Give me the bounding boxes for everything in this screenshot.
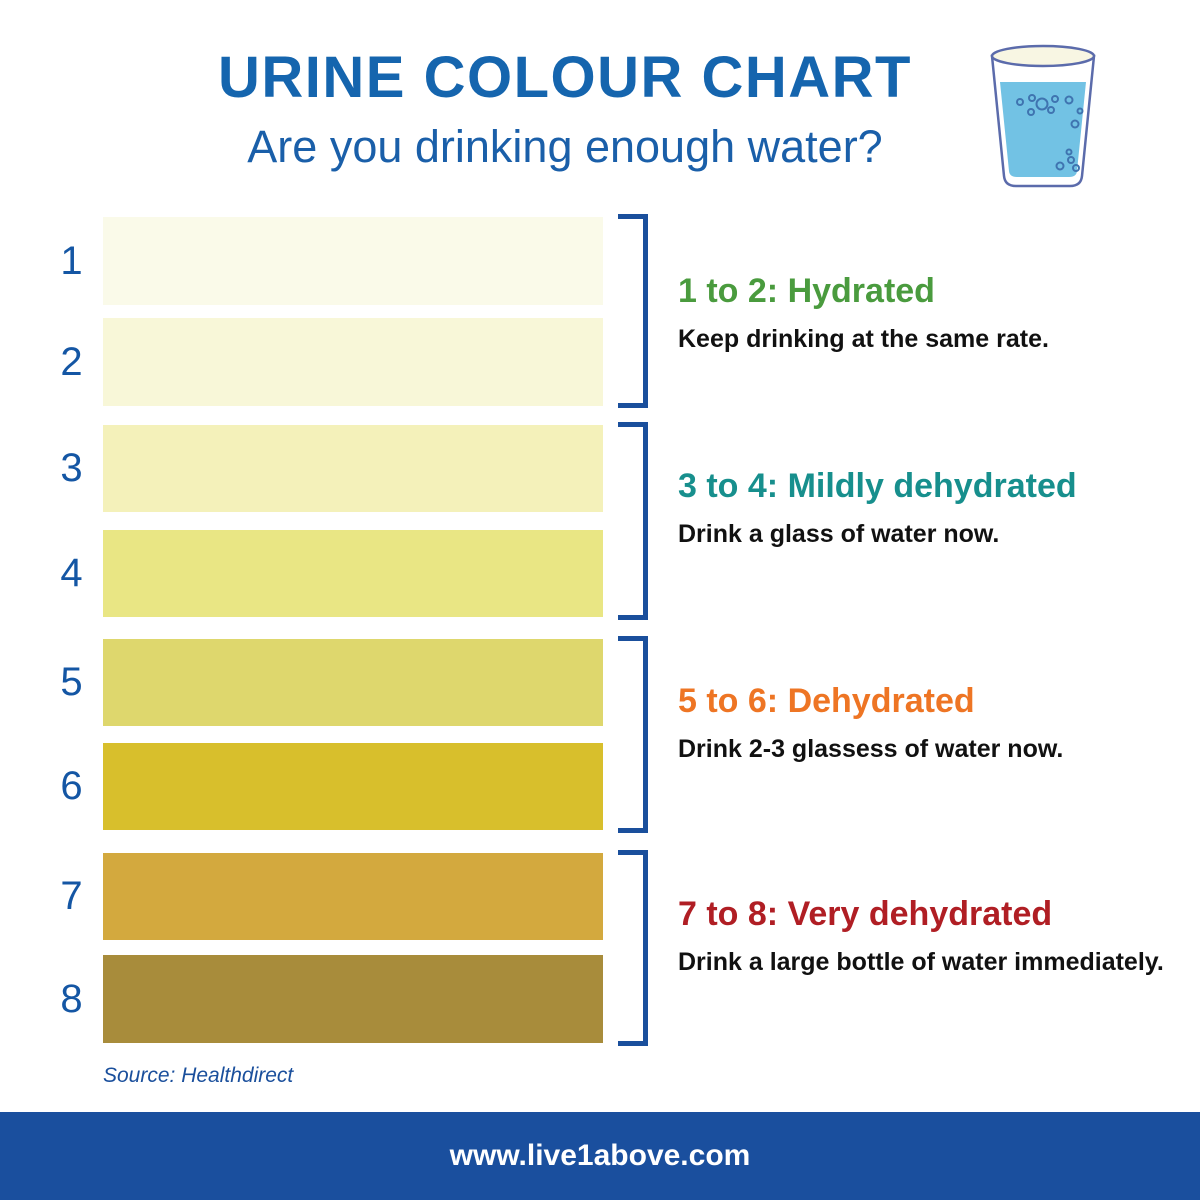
source-attribution: Source: Healthdirect: [103, 1064, 294, 1087]
swatch-number: 2: [60, 339, 83, 384]
header: URINE COLOUR CHART Are you drinking enou…: [0, 44, 1130, 173]
group-mildly-dehydrated: 3 to 4: Mildly dehydrated Drink a glass …: [678, 467, 1168, 552]
swatch-row-1: 1: [40, 217, 605, 305]
swatch-row-5: 5: [40, 639, 605, 726]
swatch-row-2: 2: [40, 318, 605, 406]
swatch-row-4: 4: [40, 530, 605, 617]
bracket-7-8: [618, 850, 648, 1046]
footer-url: www.live1above.com: [449, 1139, 751, 1172]
footer-bar: www.live1above.com: [0, 1112, 1200, 1200]
group-dehydrated: 5 to 6: Dehydrated Drink 2-3 glassess of…: [678, 682, 1168, 767]
urine-colour-swatch-5: [103, 639, 603, 726]
group-body: Drink a large bottle of water immediatel…: [678, 948, 1164, 976]
group-body: Drink 2-3 glassess of water now.: [678, 735, 1064, 763]
group-very-dehydrated: 7 to 8: Very dehydrated Drink a large bo…: [678, 895, 1168, 980]
group-hydrated: 1 to 2: Hydrated Keep drinking at the sa…: [678, 272, 1168, 357]
group-heading: 3 to 4: Mildly dehydrated: [678, 467, 1077, 505]
swatch-number: 5: [60, 660, 83, 704]
swatch-row-6: 6: [40, 743, 605, 830]
swatch-number: 4: [60, 551, 83, 595]
page-title: URINE COLOUR CHART: [218, 45, 912, 110]
page-subtitle: Are you drinking enough water?: [247, 121, 883, 172]
swatch-number: 8: [60, 976, 83, 1021]
swatch-row-3: 3: [40, 425, 605, 512]
bracket-5-6: [618, 636, 648, 833]
group-body: Drink a glass of water now.: [678, 520, 1000, 548]
urine-colour-swatch-3: [103, 425, 603, 512]
group-heading: 7 to 8: Very dehydrated: [678, 895, 1053, 933]
group-heading: 5 to 6: Dehydrated: [678, 682, 975, 720]
urine-colour-swatch-7: [103, 853, 603, 940]
swatch-row-7: 7: [40, 853, 605, 940]
swatch-number: 3: [60, 446, 83, 490]
urine-colour-swatch-2: [103, 318, 603, 406]
urine-colour-swatch-1: [103, 217, 603, 305]
swatch-number: 7: [60, 874, 83, 918]
group-heading: 1 to 2: Hydrated: [678, 272, 935, 310]
bracket-1-2: [618, 214, 648, 408]
urine-colour-swatch-8: [103, 955, 603, 1043]
water-glass-icon: [990, 44, 1096, 188]
bracket-3-4: [618, 422, 648, 620]
swatch-number: 1: [60, 238, 83, 283]
urine-colour-swatch-6: [103, 743, 603, 830]
swatch-number: 6: [60, 764, 83, 808]
urine-colour-swatch-4: [103, 530, 603, 617]
group-body: Keep drinking at the same rate.: [678, 325, 1049, 353]
swatch-row-8: 8: [40, 955, 605, 1043]
